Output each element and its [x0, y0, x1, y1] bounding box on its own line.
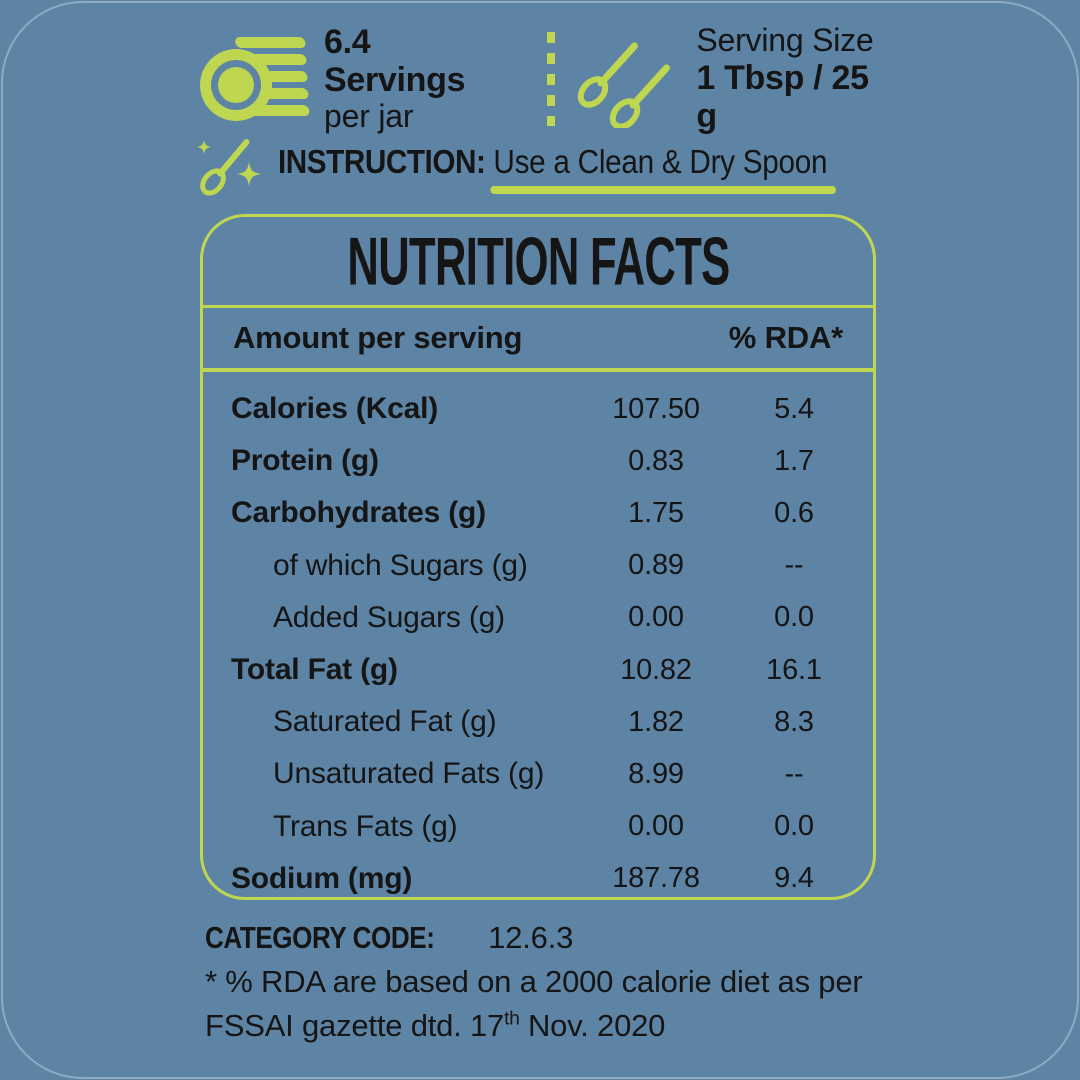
table-row-sodium: Sodium (mg) 187.78 9.4: [231, 861, 814, 895]
table-row-added-sugars: Added Sugars (g) 0.00 0.0: [273, 600, 814, 634]
category-code-value: 12.6.3: [488, 920, 574, 955]
table-row-sugars: of which Sugars (g) 0.89 --: [273, 548, 804, 582]
table-row-total-fat: Total Fat (g) 10.82 16.1: [231, 653, 822, 687]
spoons-icon: [578, 42, 671, 128]
rda-note-line2: FSSAI gazette dtd. 17th Nov. 2020: [205, 1008, 666, 1043]
instruction-body: Use a Clean & Dry Spoon: [485, 143, 828, 180]
table-row-carbohydrates: Carbohydrates (g) 1.75 0.6: [231, 496, 814, 530]
ordinal-superscript: th: [504, 1008, 520, 1030]
clean-spoon-icon: [196, 139, 262, 196]
category-code-label: CATEGORY CODE:: [205, 920, 435, 955]
amount-column-header: Amount per serving: [233, 320, 523, 355]
table-row-saturated-fat: Saturated Fat (g) 1.82 8.3: [273, 705, 814, 739]
instruction-row: INSTRUCTION: Use a Clean & Dry Spoon: [196, 130, 888, 202]
nutrition-facts-box: NUTRITION FACTS Amount per serving % RDA…: [200, 214, 876, 900]
column-header-row: Amount per serving % RDA*: [203, 308, 873, 368]
servings-unit: per jar: [324, 98, 414, 135]
nutrient-rows: Calories (Kcal) 107.50 5.4 Protein (g) 0…: [203, 372, 873, 911]
serving-header: 6.4 Servings per jar Serv: [198, 22, 888, 135]
plates-stack-icon: [200, 37, 310, 121]
table-row-trans-fats: Trans Fats (g) 0.00 0.0: [273, 809, 814, 843]
title-rule: [203, 305, 873, 308]
nutrition-facts-title: NUTRITION FACTS: [346, 223, 730, 299]
footer-notes: CATEGORY CODE: 12.6.3 * % RDA are based …: [205, 916, 925, 1048]
instruction-text: INSTRUCTION: Use a Clean & Dry Spoon: [278, 143, 828, 181]
table-row-calories: Calories (Kcal) 107.50 5.4: [231, 392, 814, 426]
category-code-line: CATEGORY CODE: 12.6.3: [205, 916, 925, 960]
rda-column-header: % RDA*: [728, 320, 843, 355]
table-row-protein: Protein (g) 0.83 1.7: [231, 444, 814, 478]
rda-note-line1: * % RDA are based on a 2000 calorie diet…: [205, 964, 863, 999]
servings-group: 6.4 Servings per jar: [198, 23, 511, 135]
serving-size-label: Serving Size: [696, 22, 874, 59]
instruction-label: INSTRUCTION:: [278, 143, 486, 180]
table-row-unsaturated-fats: Unsaturated Fats (g) 8.99 --: [273, 757, 804, 791]
servings-count: 6.4 Servings: [324, 23, 466, 100]
serving-size-group: Serving Size 1 Tbsp / 25 g: [567, 22, 888, 135]
dashed-divider: [546, 32, 556, 126]
serving-size-value: 1 Tbsp / 25 g: [696, 58, 869, 135]
header-rule: [203, 368, 873, 372]
